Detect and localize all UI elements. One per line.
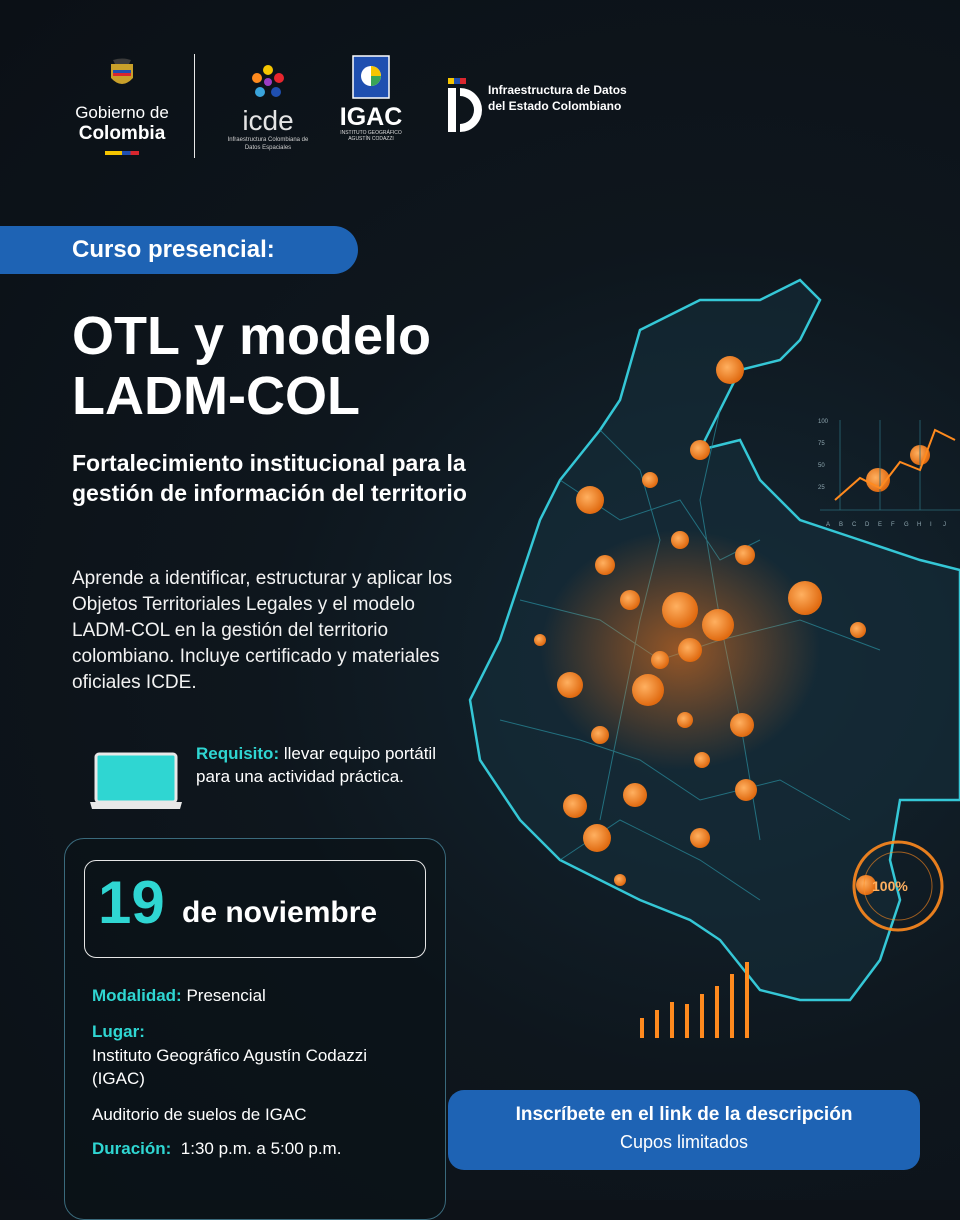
- date-box: [84, 860, 426, 958]
- chart-axis-letters: A B C D E F G H I J: [826, 522, 946, 528]
- chart-tick-label: 50: [818, 463, 825, 469]
- cta-line1: Inscríbete en el link de la descripción: [515, 1104, 853, 1125]
- page-title: OTL y modelo LADM-COL: [72, 306, 532, 426]
- data-dots: [534, 356, 930, 895]
- chart-tick-label: 75: [818, 441, 825, 447]
- chart-axis-letter: D: [865, 522, 870, 528]
- icde-wordmark: icde: [242, 105, 294, 136]
- gobierno-line1: Gobierno de: [75, 103, 169, 122]
- header-divider: [194, 54, 195, 158]
- duration-value: 1:30 p.m. a 5:00 p.m.: [180, 1139, 342, 1158]
- chart-axis-letter: A: [826, 522, 830, 528]
- bar-chart-decoration: [640, 962, 749, 1038]
- igac-subtitle: INSTITUTO GEOGRÁFICO AGUSTÍN CODAZZI: [340, 130, 402, 142]
- chart-axis-letter: C: [852, 522, 857, 528]
- cta-line2: Cupos limitados: [619, 1132, 749, 1152]
- ide-logo: Infraestructura de Datos del Estado Colo…: [446, 74, 627, 149]
- svg-text:100%: 100%: [872, 878, 908, 894]
- icde-flower-icon: [252, 65, 284, 97]
- chart-tick-label: 100: [818, 419, 829, 425]
- igac-emblem-icon: [352, 55, 390, 99]
- course-type-label: Curso presencial:: [72, 236, 275, 263]
- chart-axis-letter: I: [930, 522, 932, 528]
- laptop-icon: [90, 752, 182, 809]
- event-info-panel: [64, 838, 446, 1220]
- coat-of-arms-icon: [111, 58, 133, 84]
- requirement-detail: llevar equipo portátil para una activida…: [196, 744, 436, 786]
- icde-logo: icde Infraestructura Colombiana de Datos…: [222, 62, 314, 152]
- register-cta[interactable]: Inscríbete en el link de la descripción …: [448, 1090, 920, 1170]
- chart-axis-letter: B: [839, 522, 843, 528]
- course-description: Aprende a identificar, estructurar y apl…: [72, 568, 453, 693]
- duration-label: Duración:: [92, 1139, 172, 1158]
- chart-axis-letter: H: [917, 522, 921, 528]
- event-month: de noviembre: [182, 896, 378, 929]
- page-subtitle: Fortalecimiento institucional para la ge…: [72, 450, 467, 506]
- gobierno-line2: Colombia: [78, 123, 166, 144]
- location-label: Lugar:: [92, 1022, 145, 1041]
- course-type-banner: Curso presencial:: [0, 226, 358, 274]
- icde-subtitle: Infraestructura Colombiana de Datos Espa…: [227, 137, 309, 151]
- event-day: 19: [98, 869, 165, 936]
- title-line2: LADM-COL: [72, 366, 360, 426]
- chart-axis-letter: G: [904, 522, 909, 528]
- duration-row: Duración: 1:30 p.m. a 5:00 p.m.: [92, 1137, 341, 1160]
- colombia-flag-bar: [105, 151, 139, 155]
- title-line1: OTL y modelo: [72, 306, 432, 366]
- chart-tick-labels: 100 75 50 25: [818, 419, 829, 491]
- modality-label: Modalidad:: [92, 986, 182, 1005]
- requirement-label: Requisito:: [196, 744, 280, 763]
- chart-axis-letter: E: [878, 522, 882, 528]
- gauge-label: 100%: [872, 878, 908, 894]
- ide-mark-icon: [448, 78, 482, 132]
- requirement-text: Requisito: llevar equipo portátil para u…: [196, 742, 436, 788]
- auditorium-value: Auditorio de suelos de IGAC: [92, 1105, 307, 1124]
- line-chart-decoration: [820, 420, 960, 511]
- gauge-decoration: [852, 840, 944, 932]
- chart-axis-letter: J: [943, 522, 946, 528]
- igac-logo: IGAC INSTITUTO GEOGRÁFICO AGUSTÍN CODAZZ…: [336, 54, 406, 142]
- modality-row: Modalidad: Presencial: [92, 984, 266, 1007]
- modality-value: Presencial: [181, 986, 266, 1005]
- igac-wordmark: IGAC: [339, 103, 403, 131]
- ide-text: Infraestructura de Datos del Estado Colo…: [488, 83, 627, 113]
- gobierno-colombia-logo: Gobierno de Colombia: [62, 58, 182, 155]
- location-value: Instituto Geográfico Agustín Codazzi (IG…: [92, 1046, 367, 1088]
- chart-tick-label: 25: [818, 485, 825, 491]
- chart-axis-letter: F: [891, 522, 895, 528]
